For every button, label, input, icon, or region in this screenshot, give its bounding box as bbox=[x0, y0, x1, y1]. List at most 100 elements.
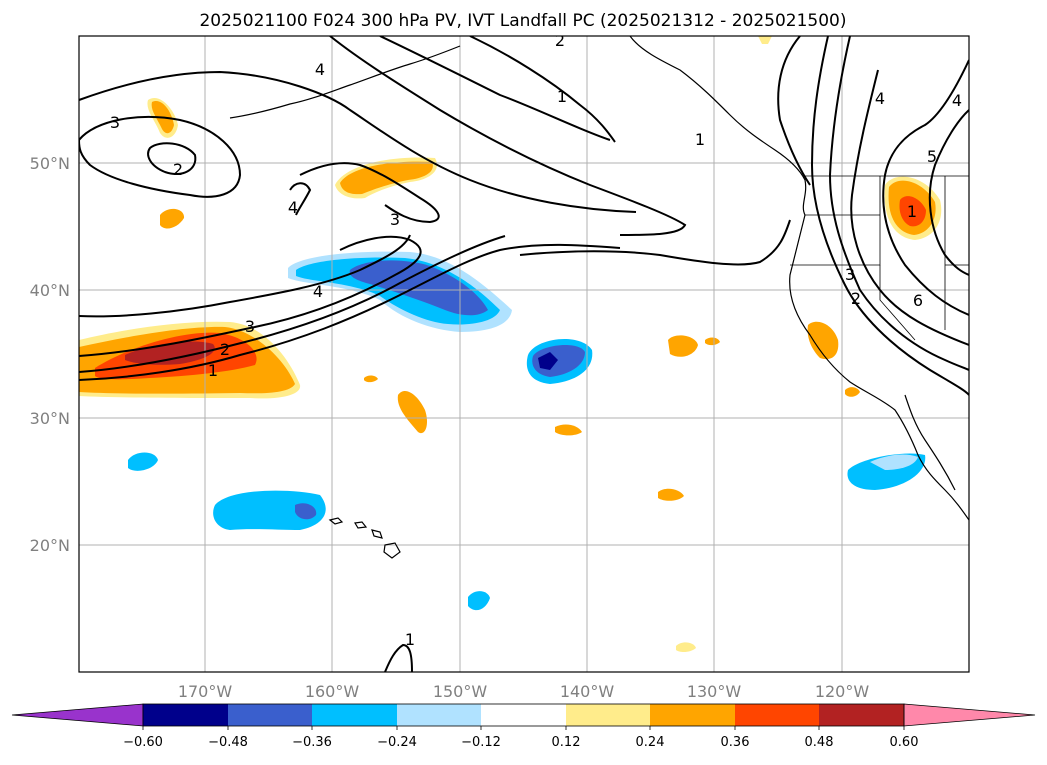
shade-negative-small-w bbox=[128, 452, 158, 471]
contour-label: 3 bbox=[110, 113, 120, 132]
lon-tick-label: 140°W bbox=[560, 682, 615, 701]
contour-e-3 bbox=[828, 36, 969, 371]
contour-e-6 bbox=[928, 109, 969, 276]
contour-label: 2 bbox=[173, 160, 183, 179]
lat-tick-label: 30°N bbox=[30, 409, 70, 428]
contour-e-4 bbox=[850, 69, 969, 346]
contour-label: 2 bbox=[851, 289, 861, 308]
colorbar-tick-label: −0.36 bbox=[292, 735, 332, 750]
colorbar-frame bbox=[142, 703, 905, 727]
contour-label: 2 bbox=[555, 31, 565, 50]
island-hawaii-4 bbox=[383, 542, 401, 559]
state-border-nv bbox=[879, 265, 916, 341]
shade-positive-small-8 bbox=[845, 387, 860, 397]
shade-negative-se-light bbox=[870, 454, 918, 470]
coastline-baja bbox=[904, 394, 956, 491]
colorbar-swatch bbox=[650, 704, 735, 726]
contour-label: 3 bbox=[390, 210, 400, 229]
colorbar-tick-label: −0.48 bbox=[208, 735, 248, 750]
colorbar-swatch bbox=[819, 704, 904, 726]
contour-label: 1 bbox=[695, 130, 705, 149]
contour-e-1 bbox=[777, 36, 811, 186]
contour-label: 4 bbox=[875, 89, 885, 108]
state-border-id bbox=[879, 176, 969, 330]
island-hawaii-3 bbox=[371, 529, 383, 539]
contour-label: 4 bbox=[952, 91, 962, 110]
shade-positive-small-5 bbox=[658, 488, 684, 501]
shade-positive-small-1 bbox=[397, 390, 428, 434]
contour-label: 1 bbox=[907, 202, 917, 221]
lon-tick-label: 170°W bbox=[178, 682, 233, 701]
contour-label: 3 bbox=[845, 265, 855, 284]
contour-6-north bbox=[379, 36, 611, 141]
colorbar-swatch bbox=[481, 704, 566, 726]
lon-tick-label: 130°W bbox=[687, 682, 742, 701]
shade-negative-mid-navy bbox=[538, 352, 558, 370]
shade-positive-ne-red bbox=[899, 196, 926, 227]
map-frame bbox=[78, 35, 970, 673]
contour-south-1 bbox=[384, 643, 413, 672]
contour-label: 3 bbox=[245, 317, 255, 336]
shade-positive-small-2 bbox=[668, 335, 698, 357]
contour-label: 5 bbox=[927, 147, 937, 166]
shade-positive-small-7 bbox=[364, 375, 378, 383]
contour-label: 1 bbox=[208, 361, 218, 380]
contour-4-west bbox=[79, 234, 411, 318]
contour-label: 4 bbox=[315, 60, 325, 79]
colorbar-tick-label: 0.48 bbox=[805, 735, 834, 750]
contour-1-north bbox=[469, 36, 616, 143]
lat-tick-labels: 20°N 30°N 40°N 50°N bbox=[30, 154, 70, 555]
pv-contours bbox=[79, 36, 969, 672]
island-hawaii-2 bbox=[354, 521, 368, 529]
colorbar: −0.60 −0.48 −0.36 −0.24 −0.12 0.12 0.24 … bbox=[11, 703, 1036, 750]
colorbar-swatch bbox=[397, 704, 481, 726]
coastlines bbox=[229, 36, 969, 559]
colorbar-swatch bbox=[735, 704, 819, 726]
contour-label: 4 bbox=[313, 282, 323, 301]
shade-negative-small-s bbox=[468, 591, 490, 611]
contour-label: 2 bbox=[220, 340, 230, 359]
contour-4-loop bbox=[289, 182, 312, 216]
contour-4-north bbox=[79, 70, 637, 213]
colorbar-tick-label: −0.12 bbox=[461, 735, 501, 750]
shade-positive-small-10 bbox=[758, 36, 772, 44]
contour-2-west bbox=[79, 235, 506, 373]
colorbar-ticks bbox=[142, 726, 905, 730]
lat-tick-label: 20°N bbox=[30, 536, 70, 555]
shade-negative-sw-dark bbox=[295, 503, 317, 520]
contour-1-west bbox=[79, 243, 621, 381]
colorbar-swatch bbox=[143, 704, 228, 726]
colorbar-swatch bbox=[312, 704, 397, 726]
gridlines bbox=[79, 36, 969, 672]
contour-5-north bbox=[329, 36, 687, 236]
contour-2-nw bbox=[147, 142, 197, 175]
colorbar-tick-label: −0.24 bbox=[377, 735, 417, 750]
lat-tick-label: 50°N bbox=[30, 154, 70, 173]
shade-positive-small-3 bbox=[807, 321, 839, 360]
contour-3-nw bbox=[79, 115, 242, 198]
contour-label: 6 bbox=[913, 291, 923, 310]
shade-negative-sw bbox=[213, 490, 326, 530]
coastline-us-west bbox=[789, 214, 969, 521]
colorbar-tick-label: 0.36 bbox=[721, 735, 750, 750]
shade-positive-small-6 bbox=[676, 642, 696, 653]
contour-e-5 bbox=[882, 59, 969, 316]
lat-tick-label: 40°N bbox=[30, 281, 70, 300]
shade-positive-small-9 bbox=[705, 337, 720, 346]
map-panel: 3 2 1 4 4 3 2 3 4 2 1 1 4 4 5 1 3 2 6 1 bbox=[79, 31, 969, 672]
shade-positive-nw-tiny bbox=[160, 208, 185, 229]
coastline-alaska bbox=[629, 36, 807, 216]
colorbar-extend-max bbox=[903, 703, 1036, 727]
contour-arc-east bbox=[519, 219, 791, 266]
contour-label: 1 bbox=[557, 87, 567, 106]
contour-3-north bbox=[299, 162, 440, 224]
lon-tick-label: 150°W bbox=[433, 682, 488, 701]
map-title: 2025021100 F024 300 hPa PV, IVT Landfall… bbox=[199, 11, 846, 31]
colorbar-tick-label: 0.12 bbox=[552, 735, 581, 750]
contour-3-west bbox=[79, 235, 422, 357]
shade-positive-small-4 bbox=[555, 424, 582, 436]
colorbar-tick-label: 0.24 bbox=[636, 735, 665, 750]
contour-label: 4 bbox=[288, 198, 298, 217]
colorbar-swatch bbox=[228, 704, 312, 726]
